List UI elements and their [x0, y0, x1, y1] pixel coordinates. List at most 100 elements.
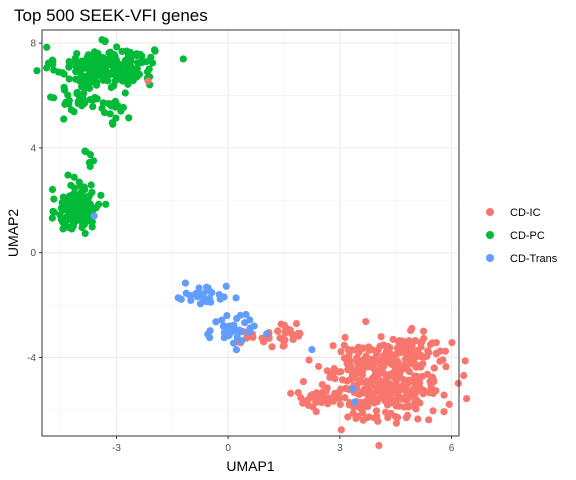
data-point-cd-ic [299, 377, 308, 386]
data-point-cd-pc [78, 102, 86, 110]
data-point-cd-ic [337, 426, 345, 434]
data-point-cd-pc [78, 205, 86, 213]
data-point-cd-trans [236, 311, 245, 319]
data-point-cd-ic [354, 362, 362, 370]
data-point-cd-ic [341, 394, 349, 402]
x-tick-label: -3 [112, 443, 121, 454]
data-point-cd-pc [109, 61, 117, 69]
data-point-cd-pc [125, 114, 133, 122]
data-point-cd-pc [80, 220, 89, 229]
data-point-cd-ic [372, 407, 381, 415]
data-point-cd-pc [103, 70, 111, 79]
y-tick-label: 4 [30, 143, 36, 154]
data-point-cd-pc [50, 195, 58, 203]
data-point-cd-pc [77, 189, 85, 197]
data-point-cd-pc [83, 205, 92, 213]
data-point-cd-trans [174, 294, 182, 302]
data-point-cd-trans [349, 385, 357, 393]
data-point-cd-ic [460, 371, 468, 380]
data-point-cd-ic [355, 377, 363, 386]
data-point-cd-trans [222, 282, 230, 290]
data-point-cd-ic [436, 357, 444, 365]
data-point-cd-trans [244, 328, 253, 336]
data-point-cd-ic [289, 335, 297, 344]
data-point-cd-pc [81, 229, 89, 238]
data-point-cd-ic [393, 413, 402, 422]
data-point-cd-ic [346, 362, 355, 370]
data-point-cd-ic [440, 391, 448, 399]
data-point-cd-pc [136, 59, 144, 67]
data-point-cd-pc [135, 70, 143, 78]
data-point-cd-pc [87, 64, 95, 72]
data-points [33, 36, 471, 450]
data-point-cd-ic [287, 389, 295, 397]
data-point-cd-ic [280, 321, 288, 329]
data-point-cd-ic [424, 347, 432, 355]
data-point-cd-pc [65, 75, 73, 83]
data-point-cd-ic [377, 378, 385, 386]
data-point-cd-pc [147, 53, 155, 61]
data-point-cd-ic [144, 77, 152, 85]
data-point-cd-ic [388, 350, 396, 359]
data-point-cd-pc [75, 178, 83, 186]
data-point-cd-pc [98, 36, 106, 44]
data-point-cd-ic [274, 327, 282, 335]
minor-gridlines [42, 30, 459, 436]
x-axis: -3 0 3 6 [112, 436, 455, 454]
data-point-cd-trans [235, 326, 243, 334]
data-point-cd-ic [323, 367, 331, 375]
data-point-cd-ic [442, 363, 450, 371]
data-point-cd-pc [75, 77, 84, 85]
data-point-cd-trans [194, 292, 202, 300]
data-point-cd-pc [104, 99, 113, 108]
data-point-cd-trans [186, 291, 194, 299]
data-point-cd-ic [405, 387, 413, 395]
data-point-cd-ic [419, 327, 428, 335]
data-point-cd-ic [348, 346, 357, 354]
data-point-cd-pc [60, 86, 69, 94]
data-point-cd-ic [400, 403, 408, 411]
data-point-cd-ic [340, 341, 348, 349]
y-axis: -4 0 4 8 [27, 39, 42, 364]
data-point-cd-ic [330, 364, 338, 373]
data-point-cd-pc [69, 205, 77, 213]
data-point-cd-ic [426, 377, 434, 386]
data-point-cd-trans [246, 316, 254, 324]
data-point-cd-pc [106, 110, 114, 118]
data-point-cd-pc [108, 119, 116, 127]
data-point-cd-trans [351, 398, 359, 406]
data-point-cd-ic [382, 408, 390, 416]
data-point-cd-pc [119, 103, 128, 112]
data-point-cd-pc [89, 71, 97, 79]
data-point-cd-pc [43, 43, 51, 51]
data-point-cd-ic [413, 372, 421, 381]
data-point-cd-pc [136, 50, 144, 59]
data-point-cd-ic [364, 343, 373, 351]
data-point-cd-pc [88, 223, 96, 231]
data-point-cd-ic [418, 338, 426, 346]
x-axis-title: UMAP1 [226, 458, 274, 474]
data-point-cd-trans [221, 328, 229, 337]
data-point-cd-ic [398, 337, 407, 345]
data-point-cd-ic [414, 415, 422, 423]
data-point-cd-trans [263, 330, 271, 338]
data-point-cd-ic [454, 379, 462, 387]
data-point-cd-trans [196, 300, 205, 308]
data-point-cd-pc [49, 57, 57, 65]
data-point-cd-ic [414, 380, 423, 389]
data-point-cd-pc [148, 59, 157, 67]
data-point-cd-ic [441, 347, 450, 355]
data-point-cd-ic [403, 396, 411, 405]
legend-label: CD-Trans [510, 253, 558, 265]
data-point-cd-pc [102, 200, 110, 208]
data-point-cd-ic [425, 389, 434, 397]
plot-border [41, 29, 460, 437]
data-point-cd-ic [402, 413, 410, 422]
data-point-cd-pc [67, 181, 75, 189]
plot-panel [42, 30, 459, 436]
data-point-cd-pc [67, 106, 75, 114]
data-point-cd-pc [73, 90, 81, 98]
data-point-cd-ic [318, 380, 326, 389]
data-point-cd-ic [448, 339, 456, 347]
data-point-cd-ic [432, 339, 440, 347]
